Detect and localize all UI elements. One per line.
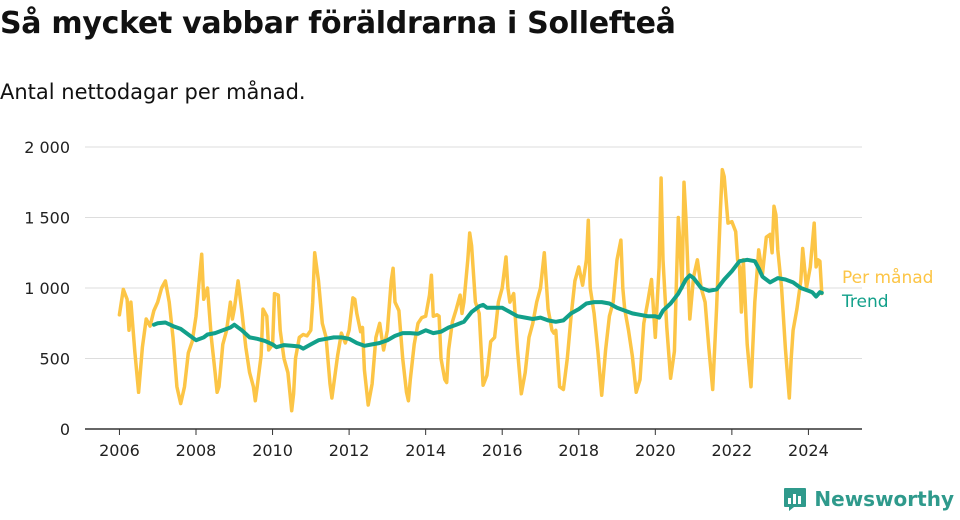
newsworthy-logo-icon	[784, 488, 807, 511]
x-axis: 2006 2008 2010 2012 2014 2016 2018 2020 2022 2024	[85, 428, 862, 460]
x-tick-label: 2012	[329, 441, 370, 460]
x-tick-label: 2020	[635, 441, 676, 460]
page-title: Så mycket vabbar föräldrarna i Sollefteå	[0, 6, 676, 41]
y-tick-label: 2 000	[24, 138, 70, 157]
x-tick-label: 2018	[558, 441, 599, 460]
x-tick-label: 2008	[176, 441, 217, 460]
y-tick-label: 500	[39, 350, 70, 369]
page-subtitle: Antal nettodagar per månad.	[0, 80, 306, 104]
x-tick-label: 2010	[252, 441, 293, 460]
newsworthy-logo: Newsworthy	[782, 486, 954, 512]
series-labels: Per månad Trend	[841, 267, 933, 312]
x-tick-label: 2024	[788, 441, 829, 460]
series-lines	[117, 167, 824, 413]
series-line-trend	[151, 257, 824, 351]
brand-name: Newsworthy	[814, 487, 954, 511]
y-tick-label: 1 500	[24, 209, 70, 228]
x-tick-label: 2006	[99, 441, 140, 460]
y-tick-label: 1 000	[24, 279, 70, 298]
x-tick-label: 2014	[405, 441, 446, 460]
y-axis-tick-labels: 0 500 1 000 1 500 2 000	[24, 138, 70, 439]
series-label-per-manad: Per månad	[842, 267, 933, 288]
y-tick-label: 0	[60, 420, 70, 439]
x-tick-label: 2022	[712, 441, 753, 460]
series-label-trend: Trend	[841, 292, 889, 312]
x-tick-label: 2016	[482, 441, 523, 460]
